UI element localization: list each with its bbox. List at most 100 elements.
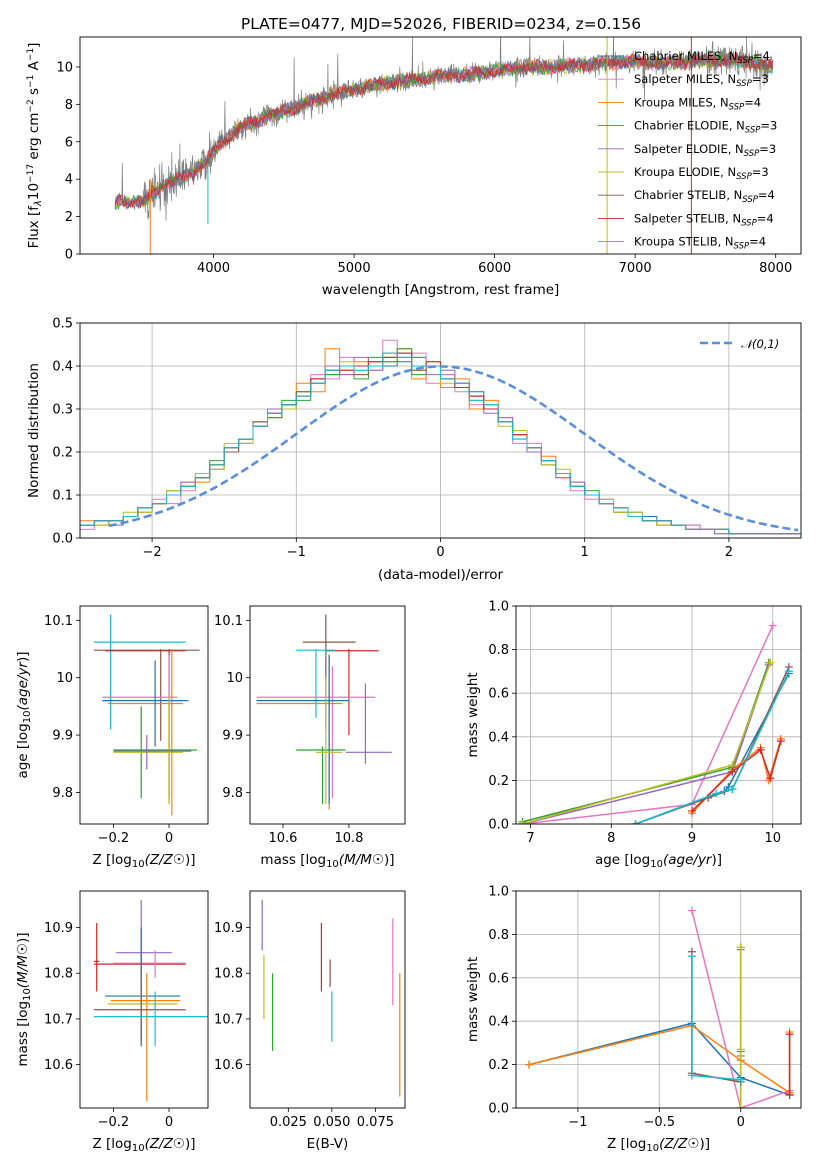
legend-label: Chabrier STELIB, NSSP=4 [634,188,775,205]
panel-residuals: −2 −1 0 1 2 0.0 0.1 0.2 0.3 0.4 0.5 (data-model)/er… [26,317,802,583]
plot-area [93,900,208,1102]
y-axis-label: Flux [fλ10−17 erg cm−2 s−1 A−1] [26,43,44,249]
legend-label: Chabrier ELODIE, NSSP=3 [634,119,777,136]
weight-marker [525,1060,534,1069]
panel-massweight_vs_age: 7 8 9 10 0.0 0.2 0.4 0.6 0.8 1.0 mass weight age [l… [465,600,802,870]
weight-marker [728,785,737,794]
weight-marker [687,952,696,961]
y-tick-label: 8 [65,98,73,113]
x-tick-label: 7 [526,831,534,846]
legend-label: Salpeter ELODIE, NSSP=3 [634,142,776,159]
y-tick-label: 6 [65,135,73,150]
axes-frame [515,605,802,825]
weight-line [635,666,790,824]
panel-mass_vs_Z: −0.2 0 10.6 10.7 10.8 10.9 Z [log10(Z/Z☉)] mass… [15,890,209,1154]
x-tick-label: 2 [725,545,733,560]
grid [80,322,801,539]
weight-line [635,673,790,824]
weight-line [691,951,741,1083]
y-tick-label: 9.8 [52,786,73,801]
y-tick-label: 0.0 [488,1102,509,1117]
y-tick-label: 9.9 [222,729,243,744]
y-tick-label: 0.8 [488,643,509,658]
weight-marker [766,774,775,783]
axes-frame [249,890,406,1109]
weight-marker [728,767,737,776]
weight-marker [518,820,527,824]
plot-area [80,339,801,538]
x-tick-label: 0.075 [357,1115,394,1130]
weight-marker [687,1071,696,1080]
y-axis-label: mass [log10(M/M☉)] [15,932,33,1066]
panel-mass_vs_EBV: 0.025 0.050 0.075 10.6 10.7 10.8 10.9 E(B-V) [214,890,406,1152]
y-tick-label: 1.0 [488,885,509,900]
y-tick-label: 10.9 [44,921,73,936]
y-tick-label: 0 [65,248,73,263]
x-tick-label: 8000 [759,261,792,276]
x-tick-label: 10.8 [334,831,363,846]
y-tick-label: 10.1 [214,614,243,629]
weight-marker [688,806,697,815]
x-tick-label: 6000 [478,261,511,276]
legend-label: Salpeter STELIB, NSSP=4 [634,211,774,228]
y-tick-label: 0.0 [52,532,73,547]
model-spectrum [114,51,774,210]
axes: 0.025 0.050 0.075 10.6 10.7 10.8 10.9 E(B-V) [214,890,406,1152]
x-tick-label: 0.050 [313,1115,350,1130]
panel-age_vs_Z: −0.2 0 9.8 9.9 10 10.1 Z [log10(Z/Z☉)] age [log… [15,605,209,870]
axes: 7 8 9 10 0.0 0.2 0.4 0.6 0.8 1.0 mass weight age [l… [465,600,802,870]
y-tick-label: 10 [226,671,243,686]
weight-marker [736,1045,745,1054]
y-tick-label: 2 [65,210,73,225]
axes-frame [79,890,209,1109]
axes: 10.6 10.8 9.8 9.9 10 10.1 mass [log10(M/M☉)] [214,605,406,870]
weight-marker [736,1104,745,1108]
model-spectrum [114,51,774,209]
y-axis-label: mass weight [465,957,481,1042]
y-tick-label: 0.0 [488,818,509,833]
y-tick-label: 10.1 [44,614,73,629]
legend-label: Kroupa STELIB, NSSP=4 [634,235,766,252]
weight-line [691,956,741,1081]
x-tick-label: 10.6 [269,831,298,846]
y-axis-label: mass weight [465,672,481,757]
x-axis-label: Z [log10(Z/Z☉)] [607,1136,710,1154]
x-tick-label: 0 [165,831,173,846]
panel-spectrum: 4000 5000 6000 7000 8000 0 2 4 6 8 10 wavelength [A… [26,36,802,298]
weight-line [522,664,770,824]
axes-frame [79,36,802,255]
weight-line [635,671,790,824]
x-tick-label: 5000 [338,261,371,276]
x-tick-label: 0 [165,1115,173,1130]
legend-label: Kroupa MILES, NSSP=4 [634,95,761,112]
plot-area [93,614,200,816]
histogram-series [80,352,801,538]
axes: 4000 5000 6000 7000 8000 0 2 4 6 8 10 wavelength [A… [26,36,802,298]
plot-area [256,614,392,810]
weight-line [522,662,770,823]
x-tick-label: −0.2 [98,1115,130,1130]
grid [516,605,801,825]
weight-marker [712,789,721,798]
x-tick-label: 4000 [197,261,230,276]
y-tick-label: 10.9 [214,921,243,936]
weight-line [522,662,772,824]
figure-title: PLATE=0477, MJD=52026, FIBERID=0234, z=0… [241,15,641,33]
plot-area [114,37,774,254]
weight-line [691,910,790,1108]
axes-frame [515,890,802,1109]
x-tick-label: −1 [568,1115,587,1130]
legend-label: Salpeter MILES, NSSP=3 [634,72,769,89]
y-tick-label: 10.7 [214,1012,243,1027]
y-tick-label: 10 [56,671,73,686]
y-tick-label: 0.4 [488,1015,509,1030]
y-tick-label: 10.6 [214,1058,243,1073]
x-axis-label: mass [log10(M/M☉)] [260,852,394,870]
y-tick-label: 0.8 [488,928,509,943]
legend-label: Chabrier MILES, NSSP=4 [634,49,770,66]
y-tick-label: 10.8 [44,967,73,982]
axes-frame [79,322,802,539]
x-tick-label: 7000 [619,261,652,276]
x-tick-label: −2 [143,545,162,560]
